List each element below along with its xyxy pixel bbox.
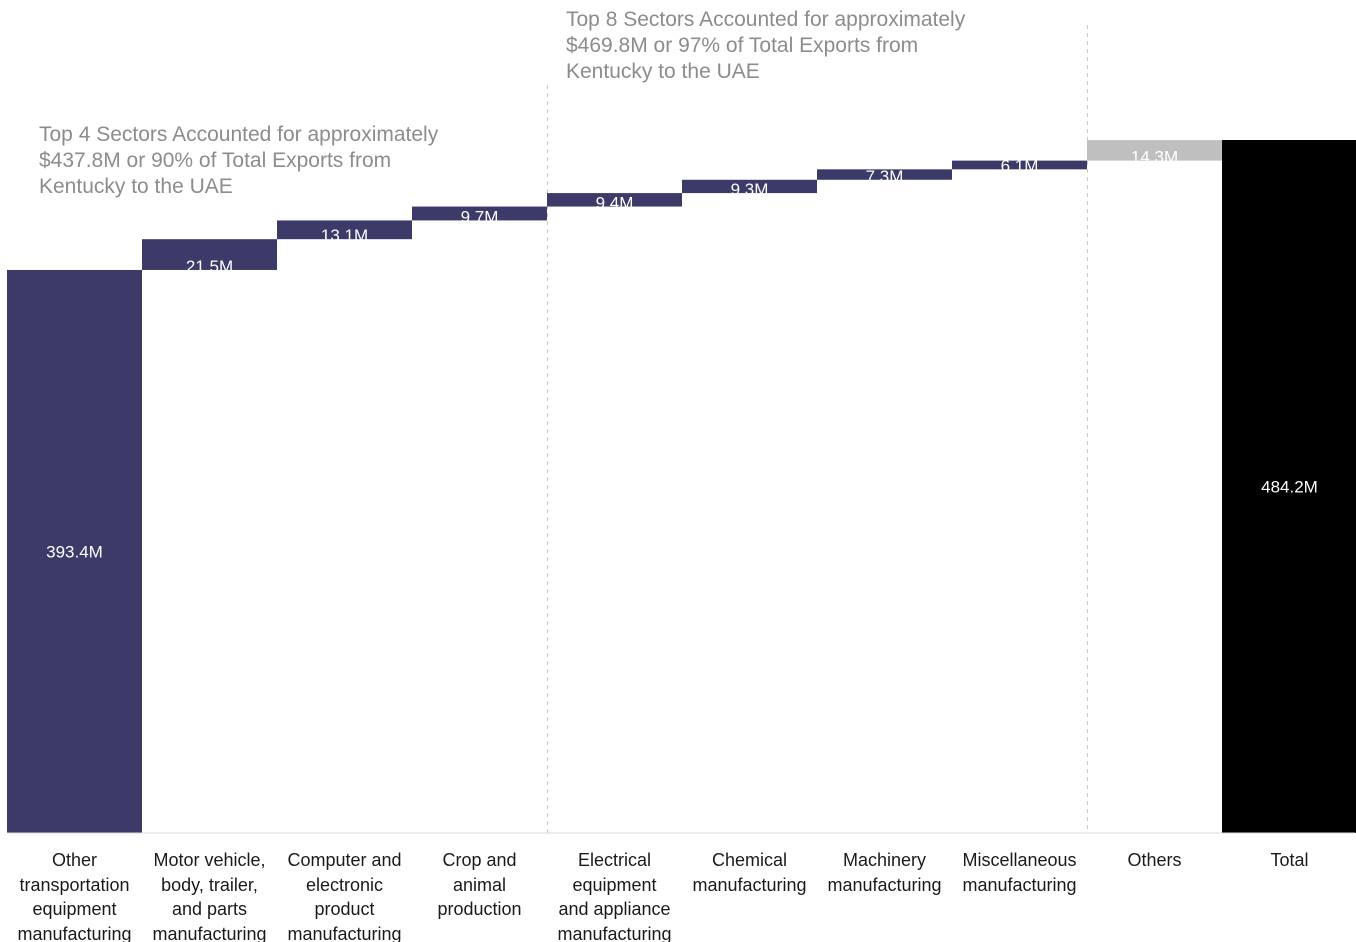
bar-computer-electronic: [277, 220, 412, 240]
annotation-top-4-sectors: Top 4 Sectors Accounted for approximatel…: [39, 123, 439, 198]
category-label: Machinery manufacturing: [827, 850, 942, 895]
category-label: Chemical manufacturing: [692, 850, 807, 895]
chart-bars: [7, 140, 1356, 833]
annotation-top-8-sectors: Top 8 Sectors Accounted for approximatel…: [566, 8, 966, 83]
bar-others: [1087, 140, 1222, 161]
value-label-other-transportation: 393.4M: [46, 542, 103, 561]
divider-lines: [547, 25, 1088, 833]
value-label-motor-vehicle: 21.5M: [186, 257, 233, 276]
bar-machinery: [817, 169, 952, 180]
bar-total: [1222, 140, 1356, 833]
value-label-others: 14.3M: [1131, 148, 1178, 167]
bar-electrical-equipment: [547, 193, 682, 207]
value-labels: 393.4M 21.5M 13.1M 9.7M 9.4M 9.3M 7.3M 6.1M 14.3…: [46, 148, 1318, 562]
category-label: Motor vehicle, body, trailer, and parts …: [152, 850, 267, 942]
category-label: Total: [1270, 850, 1309, 870]
value-label-electrical-equipment: 9.4M: [596, 194, 634, 213]
category-label: Crop and animal production: [437, 850, 522, 919]
category-label: Electrical equipment and appliance manuf…: [557, 850, 672, 942]
bar-motor-vehicle: [142, 239, 277, 270]
bar-miscellaneous: [952, 160, 1087, 170]
category-label: Others: [1127, 850, 1182, 870]
bar-chemical: [682, 179, 817, 194]
category-label: Other transportation equipment manufactu…: [17, 850, 132, 942]
category-label: Miscellaneous manufacturing: [962, 850, 1077, 895]
value-label-miscellaneous: 6.1M: [1001, 156, 1039, 175]
category-label: Computer and electronic product manufact…: [287, 850, 402, 942]
value-label-total: 484.2M: [1261, 478, 1318, 497]
value-label-crop-animal: 9.7M: [461, 207, 499, 226]
bar-other-transportation: [7, 269, 142, 833]
value-label-machinery: 7.3M: [866, 167, 904, 186]
value-label-chemical: 9.3M: [731, 180, 769, 199]
bar-crop-animal: [412, 206, 547, 221]
value-label-computer-electronic: 13.1M: [321, 226, 368, 245]
